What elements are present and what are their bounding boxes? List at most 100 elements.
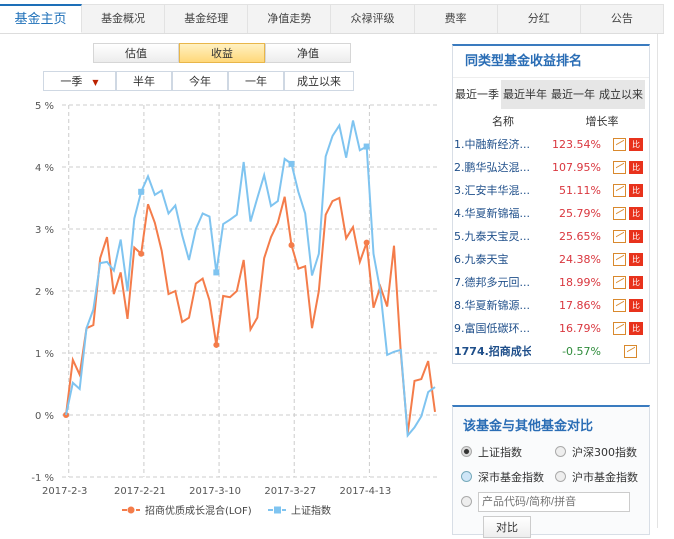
x-tick-label: 2017-3-10 [189,486,241,497]
ranking-row: 1.中融新经济... 123.54% 比 [453,133,649,156]
compare-icon[interactable]: 比 [629,322,643,335]
y-tick-label: 1 % [35,349,54,360]
period-year-button[interactable]: 一年 [228,71,284,91]
period-ytd-button[interactable]: 今年 [172,71,228,91]
tab-dividend[interactable]: 分红 [497,4,581,33]
ranking-tab-inception[interactable]: 成立以来 [597,80,645,109]
radio-custom-fund[interactable] [461,496,472,507]
trend-chart-icon[interactable] [613,207,626,220]
radio-sse-index[interactable]: 上证指数 [461,444,555,460]
fund-rate: 16.79% [559,322,601,335]
tab-fees[interactable]: 费率 [414,4,498,33]
ranking-tabs: 最近一季 最近半年 最近一年 成立以来 [453,78,649,109]
y-tick-label: 5 % [35,101,54,112]
view-estimate-button[interactable]: 估值 [93,43,179,63]
series-line [65,120,436,438]
main-tabs: 基金主页 基金概况 基金经理 净值走势 众禄评级 费率 分红 公告 [0,4,664,34]
radio-csi300[interactable]: 沪深300指数 [555,444,649,460]
radio-sh-fund-index[interactable]: 沪市基金指数 [555,469,649,485]
trend-chart-icon[interactable] [613,138,626,151]
y-tick-label: 2 % [35,287,54,298]
own-fund-rate: -0.57% [562,345,601,358]
compare-icon[interactable]: 比 [629,230,643,243]
tab-rating[interactable]: 众禄评级 [331,4,415,33]
compare-title: 该基金与其他基金对比 [463,419,594,434]
scrollbar-track[interactable] [657,34,658,528]
fund-name-link[interactable]: 5.九泰天宝灵... [454,230,530,243]
fund-code-input[interactable] [478,491,630,512]
ranking-tab-year[interactable]: 最近一年 [549,80,597,109]
period-toggle: 一季 ▼ 半年 今年 一年 成立以来 [43,71,354,91]
trend-chart-icon[interactable] [624,345,637,358]
ranking-row: 3.汇安丰华混... 51.11% 比 [453,179,649,202]
legend-marker [274,506,281,514]
ranking-title: 同类型基金收益排名 [453,46,649,78]
compare-button[interactable]: 对比 [483,515,531,538]
fund-name-link[interactable]: 4.华夏新锦福... [454,207,530,220]
compare-icon[interactable]: 比 [629,138,643,151]
period-inception-button[interactable]: 成立以来 [284,71,354,91]
ranking-tab-quarter[interactable]: 最近一季 [453,80,501,109]
series-line [65,196,436,434]
series-marker [288,242,295,249]
trend-chart-icon[interactable] [613,276,626,289]
own-fund-name[interactable]: 1774.招商成长 [454,345,531,358]
compare-icon[interactable]: 比 [629,184,643,197]
fund-rate: 18.99% [559,276,601,289]
fund-name-link[interactable]: 6.九泰天宝 [454,253,509,266]
trend-chart-icon[interactable] [613,253,626,266]
series-marker [213,341,220,348]
trend-chart-icon[interactable] [613,299,626,312]
trend-chart-icon[interactable] [613,230,626,243]
y-tick-label: -1 % [31,473,54,484]
ranking-panel: 同类型基金收益排名 最近一季 最近半年 最近一年 成立以来 名称 增长率 1.中… [452,44,650,364]
col-rate: 增长率 [585,115,619,128]
ranking-row: 5.九泰天宝灵... 25.65% 比 [453,225,649,248]
period-halfyear-button[interactable]: 半年 [116,71,172,91]
trend-chart-icon[interactable] [613,184,626,197]
compare-panel: 该基金与其他基金对比 上证指数 沪深300指数 深市基金指数 沪市基金指数 对比 [452,405,650,538]
compare-icon[interactable]: 比 [629,161,643,174]
y-tick-label: 0 % [35,411,54,422]
tab-home[interactable]: 基金主页 [0,4,82,33]
series-marker [138,188,145,195]
x-tick-label: 2017-2-21 [114,486,166,497]
legend-label: 上证指数 [291,504,331,517]
fund-name-link[interactable]: 8.华夏新锦源... [454,299,530,312]
fund-rate: 25.79% [559,207,601,220]
fund-rate: 51.11% [559,184,601,197]
compare-icon[interactable]: 比 [629,253,643,266]
fund-name-link[interactable]: 1.中融新经济... [454,138,530,151]
tab-nav-trend[interactable]: 净值走势 [248,4,332,33]
radio-label: 沪市基金指数 [572,470,638,484]
caret-down-icon: ▼ [92,78,99,87]
fund-name-link[interactable]: 3.汇安丰华混... [454,184,530,197]
ranking-row: 2.鹏华弘达混... 107.95% 比 [453,156,649,179]
ranking-tab-halfyear[interactable]: 最近半年 [501,80,549,109]
series-marker [363,143,370,150]
ranking-header: 名称 增长率 [453,111,649,133]
tab-announcement[interactable]: 公告 [580,4,664,33]
trend-chart-icon[interactable] [613,161,626,174]
radio-icon [461,471,472,482]
view-nav-button[interactable]: 净值 [265,43,351,63]
compare-icon[interactable]: 比 [629,299,643,312]
col-name: 名称 [492,115,514,128]
compare-icon[interactable]: 比 [629,276,643,289]
ranking-row: 9.富国低碳环... 16.79% 比 [453,317,649,340]
tab-manager[interactable]: 基金经理 [165,4,249,33]
period-quarter-dropdown[interactable]: 一季 ▼ [43,71,116,91]
ranking-row: 7.德邦多元回... 18.99% 比 [453,271,649,294]
tab-overview[interactable]: 基金概况 [82,4,166,33]
trend-chart-icon[interactable] [613,322,626,335]
y-tick-label: 3 % [35,225,54,236]
legend-marker [127,506,135,514]
ranking-row: 8.华夏新锦源... 17.86% 比 [453,294,649,317]
radio-sz-fund-index[interactable]: 深市基金指数 [461,469,555,485]
ranking-row: 6.九泰天宝 24.38% 比 [453,248,649,271]
fund-name-link[interactable]: 9.富国低碳环... [454,322,530,335]
fund-name-link[interactable]: 2.鹏华弘达混... [454,161,530,174]
view-return-button[interactable]: 收益 [179,43,265,63]
fund-name-link[interactable]: 7.德邦多元回... [454,276,530,289]
compare-icon[interactable]: 比 [629,207,643,220]
